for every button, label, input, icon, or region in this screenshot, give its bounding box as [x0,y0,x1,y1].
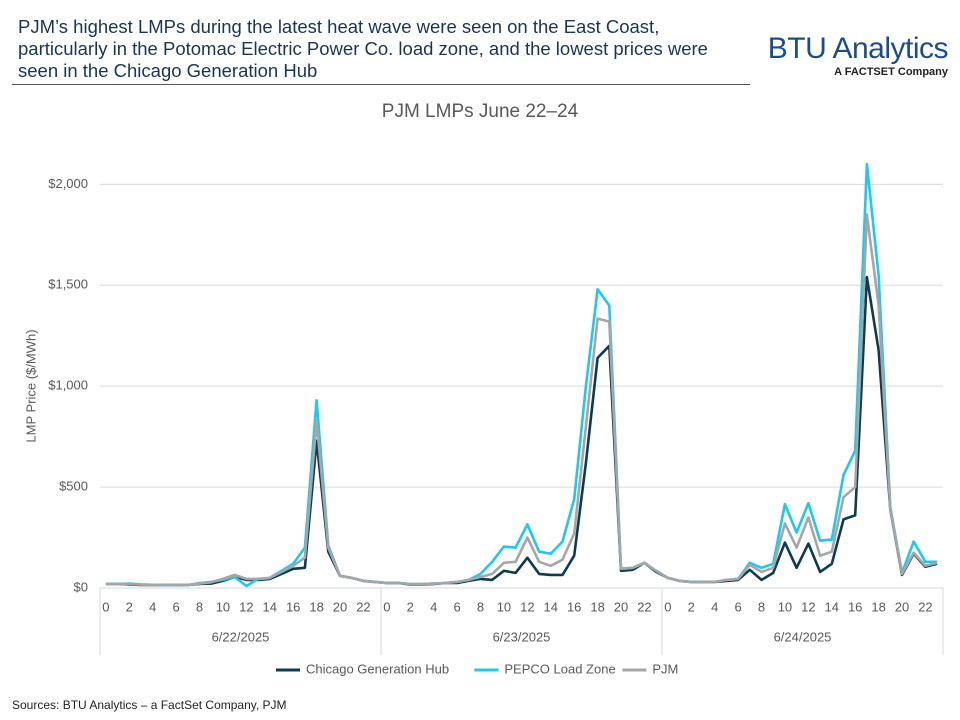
x-tick-label: 4 [711,599,718,614]
x-tick-label: 20 [895,599,909,614]
x-tick-label: 2 [407,599,414,614]
x-tick-label: 22 [918,599,932,614]
legend-label: Chicago Generation Hub [306,661,449,676]
x-tick-label: 18 [309,599,323,614]
source: Sources: BTU Analytics – a FactSet Compa… [12,698,287,712]
y-tick-label: $1,000 [48,378,88,393]
legend-label: PEPCO Load Zone [504,661,615,676]
y-tick-label: $2,000 [48,176,88,191]
x-tick-label: 0 [383,599,390,614]
x-tick-label: 10 [216,599,230,614]
x-tick-label: 16 [286,599,300,614]
x-tick-label: 22 [356,599,370,614]
x-tick-label: 20 [614,599,628,614]
x-tick-label: 12 [239,599,253,614]
x-tick-label: 8 [196,599,203,614]
x-tick-label: 12 [520,599,534,614]
legend-label: PJM [652,661,678,676]
x-group-label: 6/23/2025 [493,629,551,644]
x-tick-label: 8 [477,599,484,614]
x-tick-label: 16 [848,599,862,614]
x-group-label: 6/22/2025 [212,629,270,644]
x-tick-label: 16 [567,599,581,614]
x-tick-label: 18 [590,599,604,614]
x-tick-label: 6 [453,599,460,614]
x-tick-label: 14 [825,599,839,614]
header-rule [12,84,750,85]
chart-title: PJM LMPs June 22–24 [382,101,579,122]
x-tick-label: 0 [102,599,109,614]
x-tick-label: 6 [734,599,741,614]
logo-sub: A FACTSET Company [834,66,948,78]
header-title: PJM’s highest LMPs during the latest hea… [18,16,708,81]
series-line [105,213,938,587]
y-tick-label: $0 [74,579,88,594]
x-tick-label: 10 [778,599,792,614]
y-tick-label: $1,500 [48,277,88,292]
series-line [105,162,938,588]
x-tick-label: 8 [758,599,765,614]
x-tick-label: 0 [664,599,671,614]
y-axis-label: LMP Price ($/MWh) [23,329,38,442]
x-tick-label: 10 [497,599,511,614]
x-tick-label: 4 [430,599,437,614]
logo: BTU Analytics A FACTSET Company [767,32,949,78]
y-tick-label: $500 [59,479,88,494]
logo-text: BTU Analytics [767,32,949,65]
x-tick-label: 20 [333,599,347,614]
x-tick-label: 14 [544,599,558,614]
x-tick-label: 22 [637,599,651,614]
x-tick-label: 6 [172,599,179,614]
x-tick-label: 12 [801,599,815,614]
x-group-label: 6/24/2025 [774,629,832,644]
x-tick-label: 18 [871,599,885,614]
x-tick-label: 2 [688,599,695,614]
x-tick-label: 4 [149,599,156,614]
x-tick-label: 14 [263,599,277,614]
x-tick-label: 2 [126,599,133,614]
